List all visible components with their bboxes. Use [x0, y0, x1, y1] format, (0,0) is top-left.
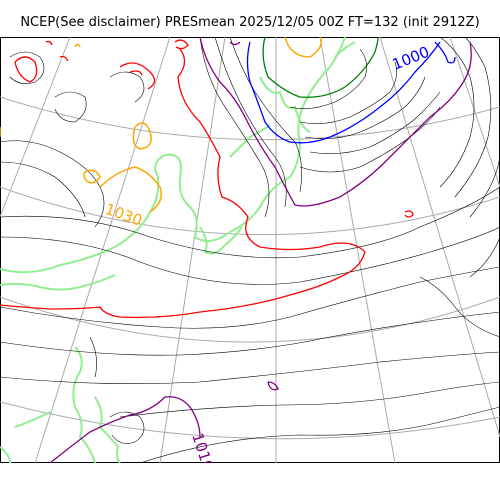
purple-contours: [49, 37, 472, 463]
green-contours: [262, 37, 379, 98]
map-frame: [0, 37, 500, 463]
blue-contours: [246, 41, 456, 144]
map-title: NCEP(See disclaimer) PRESmean 2025/12/05…: [20, 15, 480, 30]
red-contours: [0, 39, 414, 319]
pressure-map: 1000 1030 1010: [0, 37, 500, 463]
high-contours: [0, 37, 322, 213]
